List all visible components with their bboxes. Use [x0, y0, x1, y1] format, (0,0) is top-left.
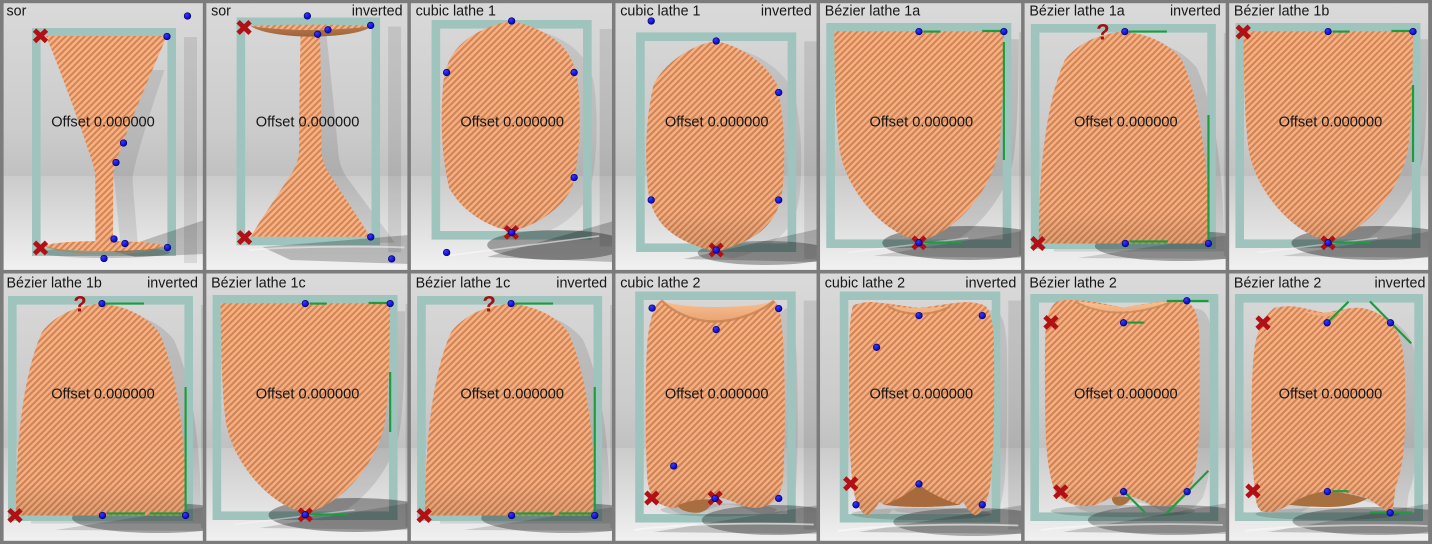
svg-text:Bézier lathe 1c: Bézier lathe 1c [416, 276, 511, 292]
svg-text:Offset 0.000000: Offset 0.000000 [1279, 387, 1383, 403]
svg-text:Offset 0.000000: Offset 0.000000 [256, 387, 360, 403]
svg-text:inverted: inverted [556, 276, 607, 292]
svg-text:inverted: inverted [1375, 276, 1426, 292]
svg-text:Bézier lathe 1a: Bézier lathe 1a [1029, 4, 1124, 20]
svg-text:Bézier lathe 2: Bézier lathe 2 [1234, 276, 1321, 292]
svg-text:Bézier lathe 1b: Bézier lathe 1b [7, 276, 102, 292]
svg-text:Bézier lathe 1b: Bézier lathe 1b [1234, 4, 1329, 20]
svg-text:inverted: inverted [761, 4, 812, 20]
svg-text:Offset 0.000000: Offset 0.000000 [51, 387, 155, 403]
svg-text:cubic lathe 1: cubic lathe 1 [416, 4, 496, 20]
svg-text:inverted: inverted [965, 276, 1016, 292]
svg-text:Bézier lathe 1a: Bézier lathe 1a [825, 4, 920, 20]
svg-text:?: ? [73, 291, 86, 316]
svg-text:sor: sor [7, 4, 27, 20]
svg-text:Offset 0.000000: Offset 0.000000 [869, 115, 973, 131]
svg-text:?: ? [482, 291, 495, 316]
svg-text:Bézier lathe 2: Bézier lathe 2 [1029, 276, 1116, 292]
svg-text:cubic lathe 1: cubic lathe 1 [620, 4, 700, 20]
svg-text:Offset 0.000000: Offset 0.000000 [1074, 387, 1178, 403]
svg-text:Offset 0.000000: Offset 0.000000 [665, 387, 769, 403]
svg-text:cubic lathe 2: cubic lathe 2 [825, 276, 905, 292]
svg-text:cubic lathe 2: cubic lathe 2 [620, 276, 700, 292]
svg-text:Offset 0.000000: Offset 0.000000 [869, 387, 973, 403]
svg-text:Offset 0.000000: Offset 0.000000 [665, 115, 769, 131]
svg-text:Offset 0.000000: Offset 0.000000 [1074, 115, 1178, 131]
svg-text:Bézier lathe 1c: Bézier lathe 1c [211, 276, 306, 292]
svg-text:Offset 0.000000: Offset 0.000000 [51, 115, 155, 131]
svg-text:inverted: inverted [147, 276, 198, 292]
svg-text:?: ? [1096, 19, 1109, 44]
svg-text:Offset 0.000000: Offset 0.000000 [460, 387, 564, 403]
svg-text:Offset 0.000000: Offset 0.000000 [256, 115, 360, 131]
svg-text:sor: sor [211, 4, 231, 20]
svg-text:inverted: inverted [352, 4, 403, 20]
svg-text:Offset 0.000000: Offset 0.000000 [460, 115, 564, 131]
svg-text:inverted: inverted [1170, 4, 1221, 20]
svg-text:Offset 0.000000: Offset 0.000000 [1279, 115, 1383, 131]
